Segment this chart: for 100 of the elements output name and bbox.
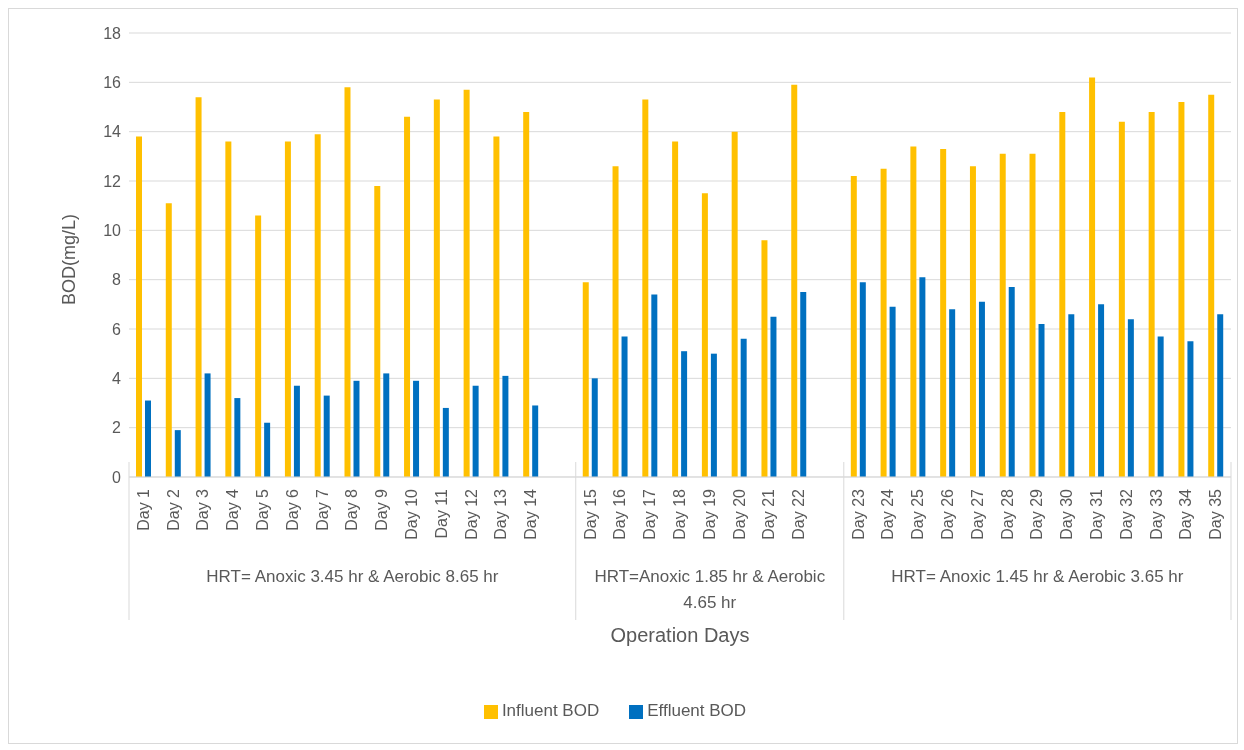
- x-tick-label: Day 17: [641, 488, 659, 540]
- bar: [314, 134, 321, 477]
- y-tick-label: 14: [103, 123, 122, 141]
- bar: [582, 282, 589, 477]
- x-tick-label: Day 22: [790, 488, 808, 540]
- y-tick-label: 12: [103, 172, 122, 190]
- bar: [323, 395, 330, 477]
- bar: [800, 292, 807, 477]
- bar: [284, 141, 291, 477]
- x-tick-label: Day 10: [402, 488, 420, 540]
- x-tick-label: Day 32: [1117, 488, 1135, 540]
- bar: [1098, 304, 1105, 477]
- y-tick-label: 2: [112, 419, 122, 437]
- bar: [1127, 319, 1134, 477]
- bar: [1089, 77, 1096, 477]
- bar: [701, 193, 708, 477]
- bar: [681, 351, 688, 477]
- bar: [493, 136, 500, 477]
- x-tick-label: Day 24: [879, 488, 897, 540]
- x-tick-label: Day 23: [849, 488, 867, 540]
- bar: [463, 89, 470, 477]
- x-tick-label: Day 12: [462, 488, 480, 540]
- bar: [472, 385, 479, 477]
- x-tick-label: Day 8: [343, 488, 361, 531]
- bar: [940, 148, 947, 477]
- text: HRT=Anoxic 1.85 hr & Aerobic 4.65 hr: [593, 566, 827, 614]
- bar: [1008, 287, 1015, 477]
- bar: [710, 353, 717, 477]
- bar: [442, 407, 449, 477]
- bar: [770, 316, 777, 477]
- bar: [880, 168, 887, 477]
- y-tick-label: 18: [103, 24, 122, 42]
- bar: [850, 176, 857, 477]
- bar: [145, 400, 151, 477]
- x-tick-label: Day 20: [730, 488, 748, 540]
- bar: [969, 166, 976, 477]
- bar: [204, 373, 211, 477]
- bar: [174, 430, 181, 477]
- bar: [1187, 341, 1194, 477]
- y-tick-label: 10: [103, 222, 122, 240]
- x-tick-label: Day 15: [581, 488, 599, 540]
- bar: [374, 185, 381, 477]
- bar: [225, 141, 232, 477]
- bar: [949, 309, 956, 477]
- x-tick-label: Day 31: [1087, 488, 1105, 540]
- x-tick-label: Day 28: [998, 488, 1016, 540]
- bar: [344, 87, 351, 477]
- bar: [413, 380, 420, 477]
- y-tick-label: 8: [112, 271, 122, 289]
- bar: [502, 375, 509, 477]
- bar: [740, 338, 747, 477]
- bar: [1178, 102, 1185, 477]
- y-axis-title: BOD(mg/L): [59, 213, 80, 305]
- bar: [889, 306, 896, 477]
- bar: [1217, 314, 1224, 477]
- x-tick-label: Day 2: [164, 488, 182, 531]
- bar: [165, 203, 172, 477]
- bar: [1059, 111, 1066, 477]
- x-tick-label: Day 27: [968, 488, 986, 540]
- x-tick-label: Day 19: [700, 488, 718, 540]
- bar: [910, 146, 917, 477]
- x-axis-title: Operation Days: [610, 624, 750, 646]
- bar: [264, 422, 271, 477]
- x-tick-label: Day 1: [134, 488, 152, 531]
- bar: [234, 398, 241, 477]
- x-tick-label: Day 9: [373, 488, 391, 531]
- bar: [859, 282, 866, 477]
- bar: [1068, 314, 1075, 477]
- bar: [523, 111, 530, 477]
- bar: [621, 336, 628, 477]
- x-tick-label: Day 34: [1177, 488, 1195, 540]
- y-tick-label: 0: [112, 468, 122, 486]
- x-tick-label: Day 30: [1058, 488, 1076, 540]
- bar: [383, 373, 390, 477]
- x-tick-label: Day 5: [254, 488, 272, 531]
- x-tick-label: Day 6: [283, 488, 301, 531]
- x-tick-label: Day 13: [492, 488, 510, 540]
- bar: [1029, 153, 1036, 477]
- bar: [651, 294, 658, 477]
- bar: [532, 405, 539, 477]
- x-tick-label: Day 14: [522, 488, 540, 540]
- bar: [136, 136, 142, 477]
- x-tick-label: Day 18: [671, 488, 688, 540]
- bar: [978, 301, 985, 477]
- bar: [1157, 336, 1164, 477]
- bar: [791, 84, 798, 477]
- y-tick-label: 6: [112, 320, 122, 338]
- legend-label: Influent BOD: [501, 701, 600, 720]
- bar: [591, 378, 598, 477]
- bar: [433, 99, 440, 477]
- x-tick-label: Day 26: [939, 488, 957, 540]
- bar: [761, 240, 768, 477]
- bar: [919, 277, 926, 477]
- x-tick-label: Day 35: [1207, 488, 1225, 540]
- bar: [1038, 324, 1045, 477]
- bar: [731, 131, 738, 477]
- y-tick-label: 16: [103, 74, 122, 92]
- x-tick-label: Day 16: [611, 488, 629, 540]
- x-tick-label: Day 4: [224, 488, 242, 531]
- bar: [353, 380, 360, 477]
